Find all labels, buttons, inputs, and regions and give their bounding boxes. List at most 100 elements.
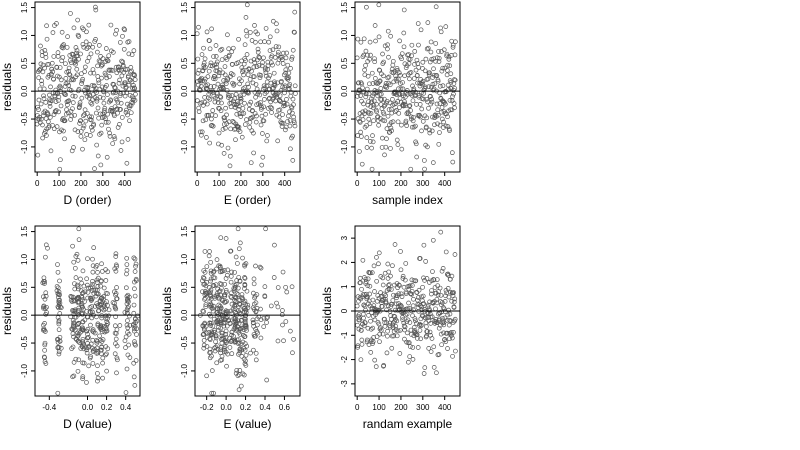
- data-point: [251, 150, 256, 156]
- data-point: [264, 320, 269, 325]
- data-point: [76, 34, 82, 39]
- data-point: [126, 39, 132, 44]
- data-point: [212, 74, 217, 79]
- data-point: [75, 295, 81, 300]
- data-point: [222, 72, 228, 78]
- data-point: [59, 58, 65, 64]
- data-point: [412, 49, 418, 54]
- data-point: [217, 303, 223, 309]
- data-point: [251, 281, 257, 287]
- data-point: [433, 4, 439, 10]
- data-point: [217, 288, 223, 294]
- data-point: [69, 77, 74, 83]
- data-point: [447, 128, 452, 133]
- x-axis-label: randam example: [363, 417, 453, 431]
- data-point: [383, 293, 388, 298]
- data-point: [213, 113, 218, 118]
- data-point: [124, 294, 130, 299]
- data-point: [214, 318, 220, 324]
- data-point: [268, 60, 274, 66]
- data-point: [125, 330, 130, 335]
- data-point: [280, 308, 285, 313]
- data-point: [47, 92, 52, 98]
- data-point: [39, 81, 45, 87]
- data-point: [411, 307, 416, 313]
- data-point: [97, 298, 103, 303]
- data-point: [429, 336, 435, 341]
- data-point: [113, 64, 119, 70]
- data-point: [401, 320, 407, 326]
- data-point: [252, 111, 258, 116]
- data-point: [409, 124, 415, 130]
- data-point: [241, 72, 246, 78]
- data-point: [392, 314, 398, 319]
- data-point: [365, 276, 371, 282]
- data-point: [87, 309, 93, 315]
- y-tick-label: -1: [340, 331, 349, 339]
- y-tick-label: -2: [340, 355, 349, 363]
- data-point: [94, 301, 100, 306]
- data-point: [60, 55, 66, 60]
- data-point: [237, 129, 243, 134]
- data-point: [106, 99, 112, 105]
- data-point: [72, 93, 78, 99]
- y-tick-label: 0.0: [180, 85, 189, 97]
- data-point: [249, 128, 255, 134]
- data-point: [385, 42, 390, 48]
- data-point: [51, 112, 57, 117]
- data-point: [213, 54, 219, 59]
- data-point: [75, 322, 81, 327]
- data-point: [355, 36, 361, 42]
- data-point: [75, 129, 81, 134]
- data-point: [412, 316, 418, 321]
- data-point: [441, 125, 446, 130]
- data-point: [258, 306, 263, 312]
- data-point: [262, 294, 268, 299]
- data-point: [283, 55, 289, 61]
- data-point: [362, 108, 368, 114]
- data-point: [212, 95, 218, 101]
- y-tick-label: -1.0: [180, 139, 189, 153]
- data-point: [415, 21, 421, 26]
- data-point: [77, 100, 83, 106]
- data-point: [211, 283, 217, 289]
- data-point: [430, 160, 436, 165]
- data-point: [385, 333, 390, 339]
- y-tick-label: 0: [340, 308, 349, 313]
- data-point: [235, 226, 241, 232]
- data-point: [423, 259, 429, 264]
- data-point: [374, 255, 379, 260]
- data-point: [391, 333, 397, 339]
- data-point: [43, 100, 49, 105]
- data-point: [288, 328, 293, 334]
- data-point: [104, 154, 110, 160]
- data-point: [239, 295, 244, 300]
- data-point: [237, 240, 243, 246]
- data-point: [124, 255, 130, 261]
- data-point: [202, 292, 208, 298]
- data-point: [120, 33, 125, 39]
- data-point: [113, 341, 118, 346]
- data-point: [78, 118, 84, 123]
- data-point: [263, 226, 268, 232]
- data-point: [382, 43, 388, 49]
- data-point: [419, 128, 424, 134]
- data-point: [451, 299, 457, 305]
- data-point: [70, 76, 75, 82]
- data-point: [74, 66, 80, 72]
- data-point: [378, 91, 384, 97]
- data-point: [124, 160, 130, 166]
- data-point: [420, 284, 425, 290]
- data-point: [101, 307, 107, 313]
- data-point: [208, 268, 214, 274]
- data-point: [78, 134, 84, 139]
- data-point: [251, 130, 256, 136]
- data-point: [222, 320, 228, 325]
- data-point: [117, 122, 122, 127]
- data-point: [219, 336, 225, 341]
- data-point: [208, 303, 213, 308]
- data-point: [62, 118, 68, 124]
- data-point: [242, 347, 248, 353]
- data-point: [227, 163, 233, 169]
- data-point: [71, 360, 77, 365]
